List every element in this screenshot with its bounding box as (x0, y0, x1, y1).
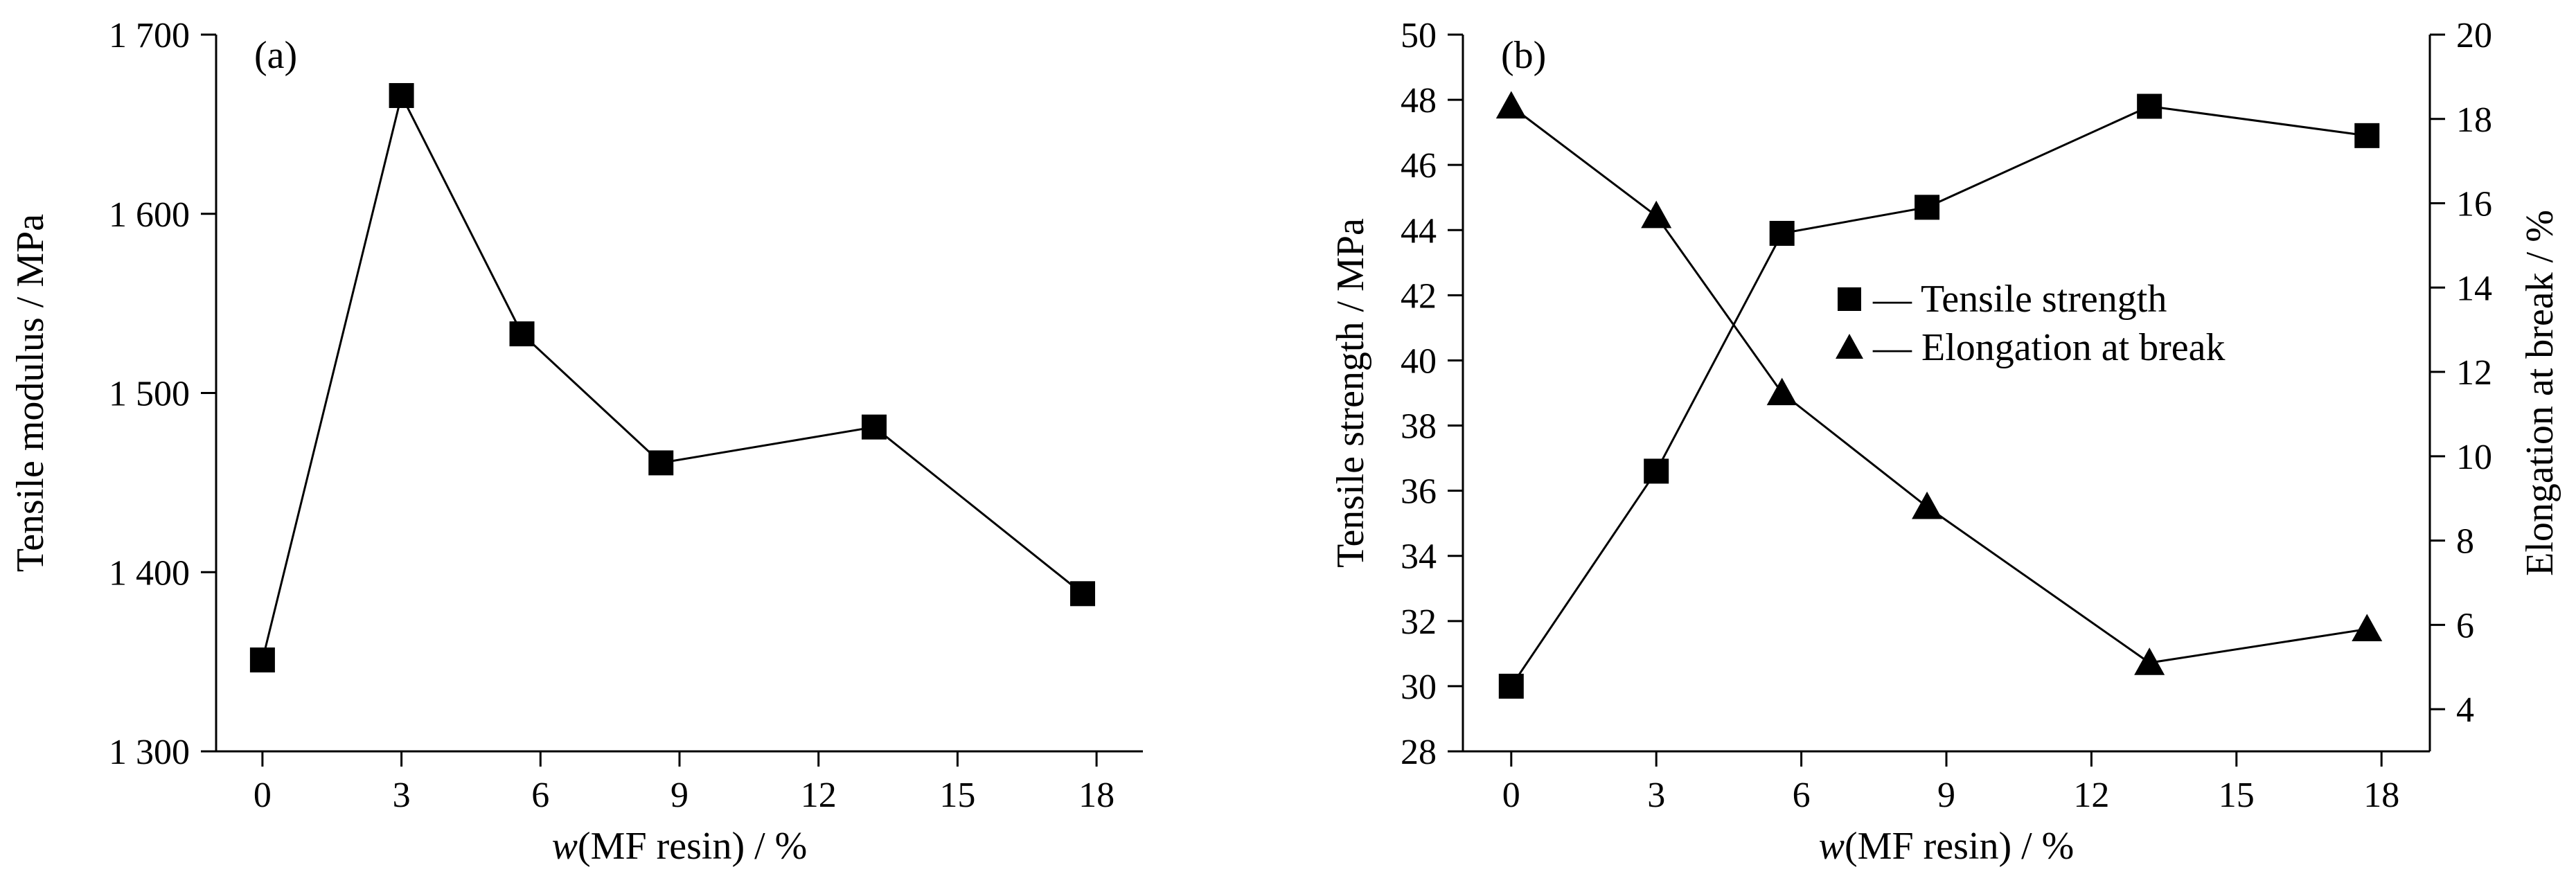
x-axis-title-text: (MF resin) / % (578, 825, 807, 868)
x-tick-label: 12 (801, 776, 837, 815)
series-line-square (261, 92, 1083, 661)
panel-b-strength-elongation-chart: 0 3 6 9 12 15 18283032343638404244464850468101… (1329, 16, 2561, 868)
y2-tick-label: 20 (2456, 16, 2492, 55)
square-marker-point (509, 321, 535, 347)
triangle-marker-point (2352, 614, 2383, 642)
y-axis-title: Tensile strength / MPa (1329, 218, 1372, 568)
y-tick-label: 40 (1401, 341, 1437, 381)
triangle-marker-point (2134, 647, 2165, 675)
legend-label: — Elongation at break (1872, 326, 2226, 369)
triangle-marker-point (1766, 377, 1797, 406)
x-tick-label: 15 (939, 776, 975, 815)
square-marker-point (1070, 581, 1096, 607)
x-axis-title-text: (MF resin) / % (1845, 825, 2074, 868)
x-tick-label: 9 (1937, 776, 1955, 815)
y2-tick-label: 10 (2456, 438, 2492, 477)
y-tick-label: 36 (1401, 472, 1437, 512)
series-line-square (1510, 105, 2368, 687)
square-marker-point (2354, 123, 2380, 148)
y-tick-label: 38 (1401, 407, 1437, 447)
square-marker-point (648, 450, 674, 476)
triangle-marker-point (1912, 491, 1943, 519)
x-tick-label: 12 (2073, 776, 2109, 815)
x-tick-label: 0 (254, 776, 272, 815)
x-axis-title-variable: w (1819, 825, 1845, 868)
y-tick-label: 44 (1401, 211, 1437, 251)
y-tick-label: 46 (1401, 146, 1437, 186)
y-tick-label: 42 (1401, 276, 1437, 316)
y-tick-label: 32 (1401, 602, 1437, 642)
y2-tick-label: 8 (2456, 522, 2474, 562)
y2-tick-label: 4 (2456, 690, 2474, 730)
series-line-triangle (1510, 105, 2368, 664)
square-marker-point (1915, 195, 1940, 220)
triangle-marker-point (1641, 200, 1672, 229)
legend-label: — Tensile strength (1872, 278, 2167, 321)
square-marker-point (389, 82, 414, 108)
y-axis-title: Tensile modulus / MPa (9, 214, 52, 572)
x-tick-label: 18 (2363, 776, 2399, 815)
x-axis-title: w(MF resin) / % (1819, 825, 2075, 868)
x-tick-label: 9 (670, 776, 689, 815)
y-tick-label: 1 600 (109, 195, 190, 235)
square-marker-point (1769, 220, 1795, 246)
y2-tick-label: 6 (2456, 606, 2474, 645)
y-tick-label: 1 300 (109, 733, 190, 772)
x-axis-title: w(MF resin) / % (552, 825, 808, 868)
x-tick-label: 15 (2219, 776, 2255, 815)
y-tick-label: 50 (1401, 16, 1437, 55)
y-tick-label: 1 500 (109, 375, 190, 414)
y2-tick-label: 16 (2456, 185, 2492, 224)
y2-tick-label: 14 (2456, 269, 2492, 308)
y-tick-label: 34 (1401, 537, 1437, 577)
y-tick-label: 1 700 (109, 16, 190, 55)
panel-label: (b) (1501, 34, 1546, 77)
y-tick-label: 28 (1401, 733, 1437, 772)
triangle-marker-point (1495, 91, 1527, 119)
y-tick-label: 48 (1401, 81, 1437, 120)
x-axis-title-variable: w (552, 825, 578, 868)
panel-label: (a) (254, 34, 297, 77)
x-tick-label: 0 (1502, 776, 1520, 815)
x-tick-label: 3 (393, 776, 411, 815)
x-tick-label: 18 (1078, 776, 1114, 815)
square-marker-point (249, 647, 275, 673)
square-marker-point (2137, 93, 2162, 119)
y-tick-label: 30 (1401, 668, 1437, 707)
x-tick-label: 6 (531, 776, 549, 815)
y2-tick-label: 18 (2456, 100, 2492, 140)
x-tick-label: 3 (1647, 776, 1665, 815)
y-tick-label: 1 400 (109, 553, 190, 593)
square-marker-point (1644, 458, 1669, 484)
square-marker-point (861, 414, 887, 440)
legend-triangle-icon (1836, 334, 1863, 359)
x-tick-label: 6 (1793, 776, 1811, 815)
y2-axis-title: Elongation at break / % (2519, 210, 2561, 576)
legend-square-icon (1838, 287, 1861, 311)
square-marker-point (1498, 673, 1524, 699)
y2-tick-label: 12 (2456, 353, 2492, 393)
panel-a-tensile-modulus-chart: 0 3 6 9 12 15 18 1 300 1 400 1 500 1 600 1 700 Tensi… (9, 16, 1143, 868)
